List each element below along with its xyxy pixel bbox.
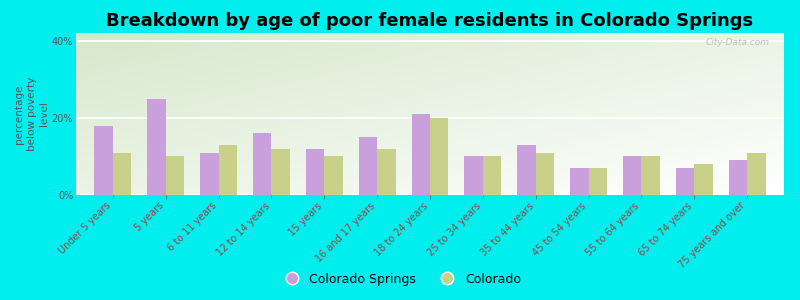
Bar	[94, 126, 113, 195]
Bar	[729, 160, 747, 195]
Bar	[623, 156, 642, 195]
Bar	[430, 118, 449, 195]
Legend: Colorado Springs, Colorado: Colorado Springs, Colorado	[274, 268, 526, 291]
Text: City-Data.com: City-Data.com	[706, 38, 770, 47]
Bar	[166, 156, 184, 195]
Bar	[694, 164, 713, 195]
Bar	[589, 168, 607, 195]
Bar	[464, 156, 483, 195]
Bar	[747, 153, 766, 195]
Bar	[517, 145, 536, 195]
Bar	[253, 133, 271, 195]
Bar	[642, 156, 660, 195]
Bar	[377, 149, 396, 195]
Bar	[306, 149, 324, 195]
Bar	[271, 149, 290, 195]
Bar	[200, 153, 218, 195]
Bar	[147, 99, 166, 195]
Bar	[536, 153, 554, 195]
Bar	[113, 153, 131, 195]
Bar	[411, 114, 430, 195]
Bar	[358, 137, 377, 195]
Bar	[570, 168, 589, 195]
Bar	[676, 168, 694, 195]
Y-axis label: percentage
below poverty
level: percentage below poverty level	[14, 77, 49, 151]
Bar	[483, 156, 502, 195]
Bar	[218, 145, 237, 195]
Title: Breakdown by age of poor female residents in Colorado Springs: Breakdown by age of poor female resident…	[106, 12, 754, 30]
Bar	[324, 156, 343, 195]
